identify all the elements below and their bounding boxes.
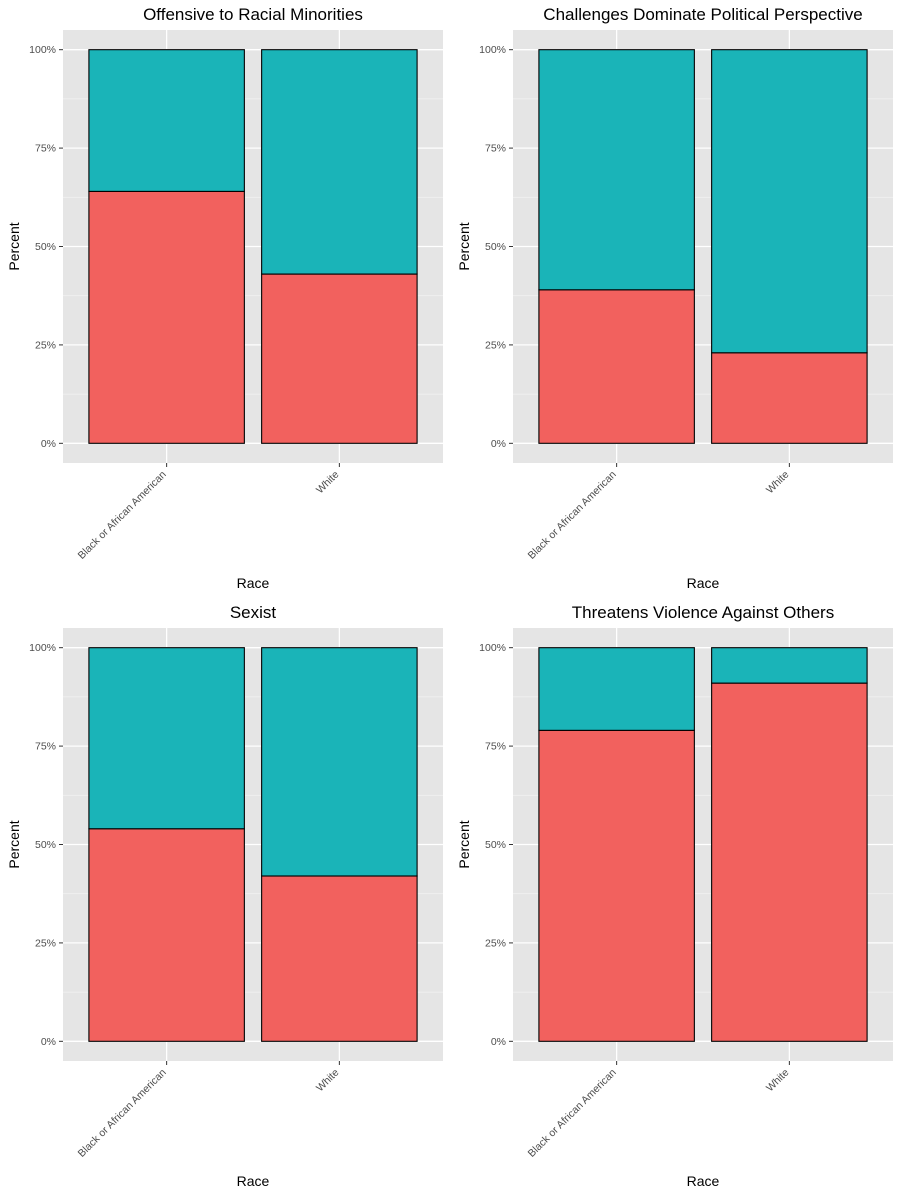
x-axis-label: Race bbox=[687, 575, 720, 591]
y-tick-label: 100% bbox=[479, 642, 506, 654]
y-tick-label: 50% bbox=[485, 839, 506, 851]
y-tick-label: 75% bbox=[35, 741, 56, 753]
y-tick-label: 25% bbox=[35, 339, 56, 351]
bar-segment-upper bbox=[88, 49, 245, 192]
y-tick-label: 100% bbox=[29, 44, 56, 56]
x-tick-label: Black or African American bbox=[526, 469, 619, 562]
panel-title: Sexist bbox=[230, 603, 277, 622]
x-axis-label: Race bbox=[687, 1173, 720, 1189]
bar-segment-upper bbox=[711, 647, 868, 684]
chart-panel-4: 0% 25% 50% 75% 100% Black or African American… bbox=[456, 603, 893, 1189]
x-tick-label: White bbox=[764, 1067, 792, 1095]
panel-title: Challenges Dominate Political Perspectiv… bbox=[543, 5, 862, 24]
y-tick-label: 0% bbox=[491, 438, 506, 450]
chart-panel-3: 0% 25% 50% 75% 100% Black or African American… bbox=[6, 603, 443, 1189]
bar-segment-upper bbox=[538, 49, 695, 291]
x-tick-label: Black or African American bbox=[76, 1067, 169, 1160]
chart-panel-2: 0% 25% 50% 75% 100% Black or African American… bbox=[456, 5, 893, 591]
x-tick-label: White bbox=[314, 1067, 342, 1095]
bar-segment-lower bbox=[88, 828, 245, 1042]
bar-segment-upper bbox=[261, 647, 418, 877]
y-tick-label: 100% bbox=[479, 44, 506, 56]
y-tick-label: 25% bbox=[35, 937, 56, 949]
y-tick-label: 75% bbox=[485, 741, 506, 753]
panel-title: Threatens Violence Against Others bbox=[572, 603, 834, 622]
bar-segment-upper bbox=[88, 647, 245, 830]
bar-segment-lower bbox=[88, 190, 245, 444]
y-axis-label: Percent bbox=[456, 820, 472, 868]
bar-segment-upper bbox=[711, 49, 868, 354]
bar-segment-upper bbox=[538, 647, 695, 731]
y-tick-label: 50% bbox=[35, 241, 56, 253]
y-tick-label: 0% bbox=[491, 1036, 506, 1048]
x-axis-label: Race bbox=[237, 1173, 270, 1189]
y-tick-label: 100% bbox=[29, 642, 56, 654]
bar-segment-lower bbox=[261, 273, 418, 444]
chart-panel-1: 0% 25% 50% 75% 100% Black or African American… bbox=[6, 5, 443, 591]
x-tick-label: White bbox=[764, 469, 792, 497]
x-axis-label: Race bbox=[237, 575, 270, 591]
x-tick-label: Black or African American bbox=[76, 469, 169, 562]
y-tick-label: 50% bbox=[35, 839, 56, 851]
y-axis-label: Percent bbox=[6, 820, 22, 868]
y-tick-label: 50% bbox=[485, 241, 506, 253]
y-tick-label: 0% bbox=[41, 438, 56, 450]
y-tick-label: 75% bbox=[485, 143, 506, 155]
x-tick-label: Black or African American bbox=[526, 1067, 619, 1160]
y-tick-label: 0% bbox=[41, 1036, 56, 1048]
bar-segment-lower bbox=[711, 352, 868, 444]
bar-segment-upper bbox=[261, 49, 418, 275]
x-tick-label: White bbox=[314, 469, 342, 497]
bar-segment-lower bbox=[261, 875, 418, 1042]
y-tick-label: 25% bbox=[485, 339, 506, 351]
bar-segment-lower bbox=[711, 682, 868, 1042]
y-axis-label: Percent bbox=[6, 222, 22, 270]
bar-segment-lower bbox=[538, 289, 695, 444]
y-axis-label: Percent bbox=[456, 222, 472, 270]
y-tick-label: 75% bbox=[35, 143, 56, 155]
bar-segment-lower bbox=[538, 729, 695, 1042]
panel-title: Offensive to Racial Minorities bbox=[143, 5, 363, 24]
y-tick-label: 25% bbox=[485, 937, 506, 949]
